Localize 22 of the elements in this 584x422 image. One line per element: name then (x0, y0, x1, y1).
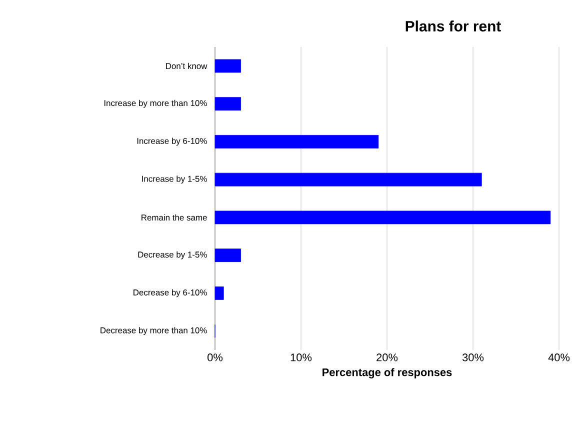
bar (214, 59, 242, 73)
x-tick-label: 0% (208, 354, 223, 362)
y-tick-label: Increase by 1-5% (142, 176, 207, 184)
x-tick-label: 30% (462, 354, 484, 362)
y-tick-label: Increase by more than 10% (104, 100, 207, 108)
bar (214, 248, 242, 262)
bar (214, 97, 242, 111)
y-tick-label: Don’t know (166, 62, 208, 70)
y-tick-label: Decrease by 6-10% (134, 289, 207, 298)
bar (214, 172, 482, 186)
x-tick-label: 10% (290, 354, 312, 362)
bar (214, 286, 224, 300)
bar (214, 210, 551, 224)
x-axis-title: Percentage of responses (322, 368, 452, 378)
y-tick-label: Decrease by 1-5% (138, 251, 207, 260)
y-tick-label: Increase by 6-10% (137, 138, 207, 146)
bar (214, 134, 379, 148)
y-tick-label: Remain the same (142, 214, 207, 221)
chart-title: Plans for rent (406, 20, 501, 32)
x-tick-label: 20% (376, 354, 398, 362)
y-tick-label: Decrease by more than 10% (100, 327, 207, 336)
x-tick-label: 40% (548, 354, 570, 362)
